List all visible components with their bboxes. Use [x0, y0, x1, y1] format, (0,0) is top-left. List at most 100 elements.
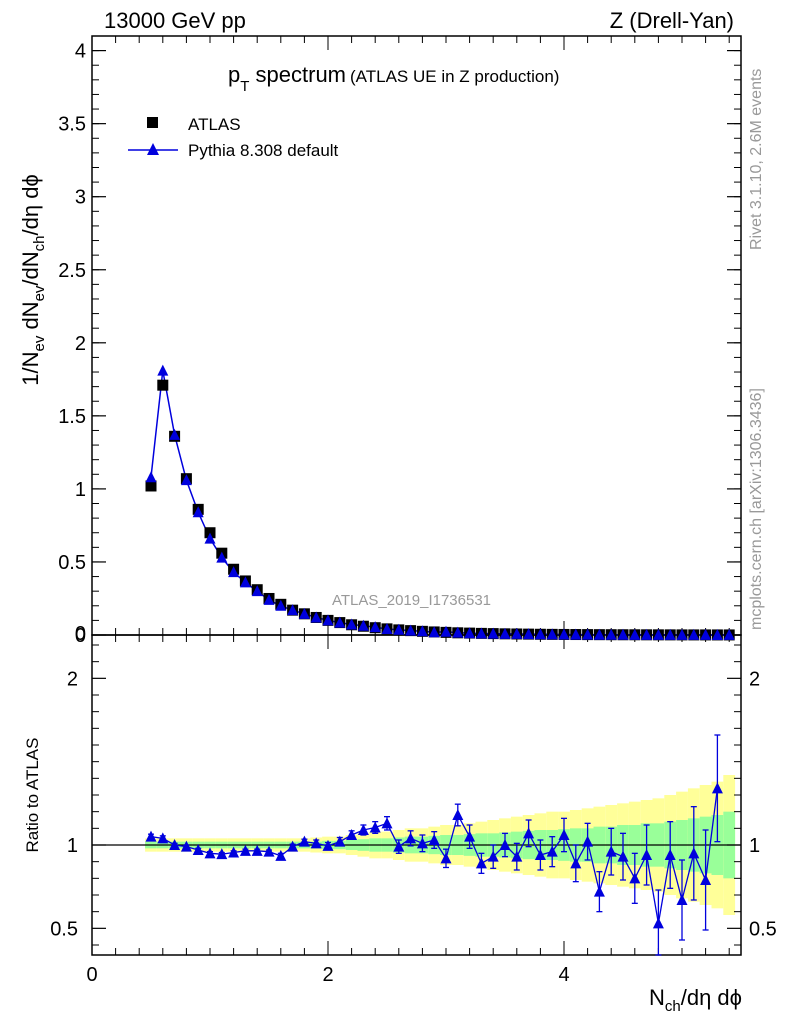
- pythia-main-point: [310, 611, 322, 623]
- pythia-ratio-point: [228, 846, 240, 858]
- pythia-main-point: [287, 604, 299, 616]
- pythia-main-point: [676, 628, 688, 640]
- pythia-ratio-point: [393, 840, 405, 852]
- pythia-ratio-point: [711, 782, 723, 794]
- pythia-main-point: [192, 506, 204, 518]
- pythia-ratio-point: [558, 829, 570, 840]
- pythia-ratio-point: [275, 849, 287, 861]
- pythia-main-point: [180, 474, 192, 486]
- pythia-main-point: [700, 628, 712, 640]
- ratio-data-marks: [145, 734, 723, 956]
- pythia-ratio-point: [287, 840, 299, 852]
- pythia-main-point: [511, 627, 523, 639]
- main-ytick-label: 1: [75, 479, 86, 501]
- main-ytick-label-zero: 0: [75, 623, 86, 645]
- ratio-xtick-label: 2: [322, 964, 333, 986]
- pythia-main-point: [617, 628, 629, 640]
- pythia-ratio-point: [676, 894, 688, 905]
- main-data-marks: [145, 364, 735, 641]
- pythia-ratio-point: [605, 845, 617, 857]
- pythia-main-point: [275, 599, 287, 611]
- pythia-ratio-point: [428, 834, 440, 845]
- pythia-ratio-point: [617, 850, 629, 862]
- pythia-main-point: [216, 551, 228, 563]
- pythia-ratio-point: [239, 844, 251, 856]
- pythia-main-point: [605, 628, 617, 640]
- pythia-ratio-point: [664, 849, 676, 860]
- pythia-main-point: [251, 585, 263, 597]
- ratio-panel-frame: [91, 634, 742, 956]
- ratio-ticks: 0.5 0.5 1 1 2 2 0 2 4: [50, 635, 777, 986]
- pythia-ratio-point: [593, 885, 605, 897]
- pythia-main-point: [428, 626, 440, 638]
- pythia-main-point: [239, 576, 251, 588]
- xlabel-part-b: ch: [665, 998, 681, 1015]
- legend-pythia-marker: [147, 143, 159, 155]
- mcplots-note: mcplots.cern.ch [arXiv:1306.3436]: [748, 388, 765, 630]
- legend: ATLAS Pythia 8.308 default: [128, 115, 339, 160]
- ratio-xtick-label: 4: [558, 964, 569, 986]
- pythia-main-point: [652, 628, 664, 640]
- pythia-main-point: [393, 623, 405, 635]
- plot-title-rest: spectrum: [249, 62, 346, 87]
- pythia-main-point: [322, 614, 334, 626]
- pythia-main-point: [487, 627, 499, 639]
- main-ytick-label: 0: [75, 625, 86, 647]
- pythia-main-point: [570, 628, 582, 640]
- pythia-ratio-point: [216, 848, 228, 860]
- main-ytick-label: 3.5: [58, 114, 86, 136]
- pythia-ratio-point: [169, 839, 181, 850]
- pythia-ratio-point: [298, 835, 310, 847]
- pythia-ratio-point: [369, 821, 381, 833]
- pythia-main-point: [346, 618, 358, 630]
- ylabel-part-a: 1/N: [18, 352, 43, 386]
- pythia-main-point: [204, 532, 216, 544]
- ylabel-part-g: /dη dϕ: [18, 174, 43, 235]
- pythia-main-point: [452, 626, 464, 638]
- pythia-ratio-point: [310, 837, 322, 849]
- pythia-main-point: [369, 621, 381, 633]
- pythia-main-point: [334, 616, 346, 628]
- analysis-watermark: ATLAS_2019_I1736531: [332, 592, 491, 609]
- pythia-main-point: [629, 628, 641, 640]
- pythia-ratio-point: [180, 840, 192, 852]
- ylabel-part-c: dN: [18, 301, 43, 335]
- header-right: Z (Drell-Yan): [610, 8, 734, 33]
- x-axis-label: Nch/dη dϕ: [649, 985, 742, 1015]
- pythia-ratio-point: [334, 835, 346, 847]
- pythia-ratio-point: [523, 827, 535, 839]
- xlabel-part-c: /dη dϕ: [681, 985, 742, 1010]
- pythia-ratio-point: [381, 817, 393, 829]
- atlas-data-point: [157, 379, 169, 391]
- pythia-main-point: [416, 625, 428, 637]
- legend-pythia-label: Pythia 8.308 default: [188, 141, 339, 160]
- pythia-ratio-point: [192, 844, 204, 855]
- pythia-main-point: [711, 628, 723, 640]
- plot-title-paren: (ATLAS UE in Z production): [350, 67, 559, 86]
- ratio-ytick-label-left: 2: [67, 668, 78, 690]
- pythia-main-point: [546, 628, 558, 640]
- pythia-main-point: [582, 628, 594, 640]
- pythia-ratio-point: [499, 839, 511, 850]
- pythia-ratio-point: [487, 850, 499, 862]
- main-y-axis-label: 1/Nev dNev/dNch/dη dϕ: [18, 174, 48, 386]
- xlabel-part-a: N: [649, 985, 665, 1010]
- ylabel-part-d: ev: [31, 285, 48, 301]
- ratio-xtick-label: 0: [86, 964, 97, 986]
- main-ytick-label: 4: [75, 41, 86, 63]
- pythia-main-point: [475, 627, 487, 639]
- main-ytick-label: 2.5: [58, 260, 86, 282]
- legend-atlas-marker: [147, 117, 158, 128]
- plot-title: pT spectrum (ATLAS UE in Z production): [228, 62, 559, 95]
- pythia-main-point: [464, 627, 476, 639]
- pythia-ratio-point: [357, 824, 369, 835]
- pythia-main-point: [593, 628, 605, 640]
- plot-title-p: p: [228, 62, 240, 87]
- pythia-ratio-point: [475, 857, 487, 869]
- ratio-ytick-label-left: 1: [67, 835, 78, 857]
- ratio-y-axis-label: Ratio to ATLAS: [23, 738, 42, 853]
- pythia-ratio-point: [157, 832, 169, 844]
- legend-atlas-label: ATLAS: [188, 115, 241, 134]
- pythia-ratio-point: [700, 874, 712, 885]
